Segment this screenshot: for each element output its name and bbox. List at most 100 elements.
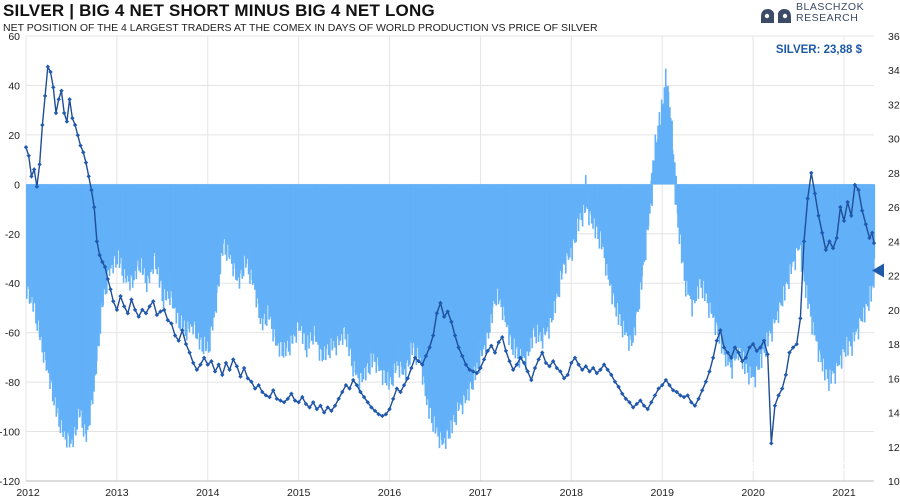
price-marker <box>525 369 530 374</box>
price-marker <box>201 355 207 360</box>
price-marker <box>630 405 636 410</box>
price-marker <box>569 360 574 366</box>
price-marker <box>856 187 861 193</box>
right-axis-tick-label: 34 <box>888 65 900 77</box>
price-marker <box>376 412 381 417</box>
price-marker <box>849 213 854 218</box>
price-marker <box>441 314 447 319</box>
net-position-bar <box>873 184 876 259</box>
price-marker <box>249 379 254 384</box>
price-marker <box>794 341 799 347</box>
left-axis-tick-label: -20 <box>5 229 20 241</box>
left-axis-tick-label: -60 <box>5 328 20 340</box>
price-marker <box>118 293 123 299</box>
price-marker <box>634 401 639 407</box>
price-marker <box>314 406 320 412</box>
right-axis-tick-label: 12 <box>888 442 900 454</box>
chart-title: SILVER | BIG 4 NET SHORT MINUS BIG 4 NET… <box>3 1 435 20</box>
price-marker <box>409 365 414 371</box>
price-marker <box>274 396 280 402</box>
price-marker <box>430 333 436 338</box>
price-marker <box>372 408 378 414</box>
price-marker <box>42 93 48 99</box>
price-marker <box>70 115 75 121</box>
price-marker <box>151 299 156 304</box>
price-marker <box>456 345 461 350</box>
price-marker <box>416 358 421 364</box>
net-position-bar <box>588 184 591 204</box>
price-marker <box>790 345 796 350</box>
net-position-bar <box>567 184 570 260</box>
price-marker <box>311 400 316 405</box>
net-position-bar <box>674 184 677 205</box>
price-marker <box>358 389 363 395</box>
axes: 60 40 20 0 -20 -40 -60 -80 -100 -120 36 34 32 30 28 26 2… <box>0 31 900 499</box>
net-position-bar <box>590 184 593 224</box>
price-marker <box>761 338 767 343</box>
price-marker <box>125 311 130 316</box>
bar-series <box>26 68 876 449</box>
price-marker <box>449 319 454 325</box>
price-marker <box>590 365 596 371</box>
price-marker <box>187 350 192 355</box>
price-marker <box>75 133 81 138</box>
price-marker <box>102 264 108 270</box>
x-axis-tick-label: 2015 <box>287 487 311 499</box>
price-marker <box>518 355 523 360</box>
price-marker <box>714 338 719 343</box>
price-marker <box>114 307 120 313</box>
price-marker <box>783 372 789 378</box>
price-marker <box>652 393 658 398</box>
price-marker <box>56 97 61 102</box>
price-marker <box>238 374 243 379</box>
price-marker <box>405 376 410 381</box>
net-position-bar <box>580 184 583 221</box>
price-marker <box>616 384 621 390</box>
price-marker <box>474 370 480 376</box>
x-axis-tick-label: 2014 <box>196 487 220 499</box>
price-marker <box>467 367 472 372</box>
price-marker <box>23 145 29 150</box>
left-axis-tick-label: 40 <box>8 80 20 92</box>
price-marker <box>830 246 836 251</box>
price-marker <box>220 372 225 378</box>
price-marker <box>678 393 683 398</box>
price-marker <box>67 97 72 102</box>
price-marker <box>660 382 665 388</box>
right-axis-tick-label: 32 <box>888 99 900 111</box>
price-marker <box>78 143 83 148</box>
price-marker <box>318 403 323 408</box>
price-marker <box>365 400 370 405</box>
net-position-bar <box>581 184 584 227</box>
price-marker <box>507 358 512 364</box>
net-position-bar <box>647 184 650 227</box>
price-marker <box>598 367 603 372</box>
price-marker <box>798 316 803 321</box>
net-position-bar <box>583 184 585 205</box>
price-marker <box>191 360 196 366</box>
price-marker <box>580 367 585 372</box>
net-position-bar <box>672 154 675 185</box>
price-marker <box>51 85 56 90</box>
price-marker <box>623 396 629 402</box>
net-position-bar <box>677 184 679 228</box>
net-position-bar <box>594 184 597 224</box>
price-marker <box>183 341 189 347</box>
price-marker <box>649 400 654 405</box>
price-marker <box>223 360 229 366</box>
price-marker <box>758 345 763 350</box>
price-marker <box>383 412 389 417</box>
price-marker <box>841 218 847 224</box>
price-marker <box>256 382 261 388</box>
net-position-bar <box>586 184 589 210</box>
net-position-bar <box>674 162 676 185</box>
net-position-bar <box>652 160 654 185</box>
net-position-bar <box>587 184 589 190</box>
price-marker <box>514 362 520 367</box>
price-marker <box>470 369 476 374</box>
price-marker <box>111 299 116 304</box>
price-marker <box>605 367 610 372</box>
price-marker <box>300 394 305 400</box>
price-marker <box>536 357 541 362</box>
